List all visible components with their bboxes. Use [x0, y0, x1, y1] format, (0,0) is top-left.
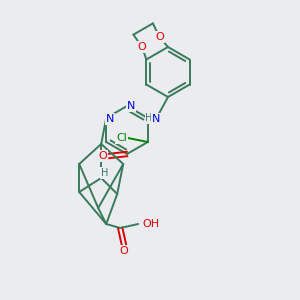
Text: N: N	[127, 101, 135, 111]
Text: OH: OH	[142, 219, 159, 229]
Text: H: H	[100, 168, 108, 178]
Text: O: O	[155, 32, 164, 42]
Text: N: N	[106, 114, 114, 124]
Text: O: O	[99, 151, 107, 161]
Text: Cl: Cl	[116, 133, 127, 143]
Text: O: O	[120, 246, 129, 256]
Text: O: O	[138, 42, 147, 52]
Text: N: N	[152, 114, 160, 124]
Text: H: H	[145, 113, 153, 123]
